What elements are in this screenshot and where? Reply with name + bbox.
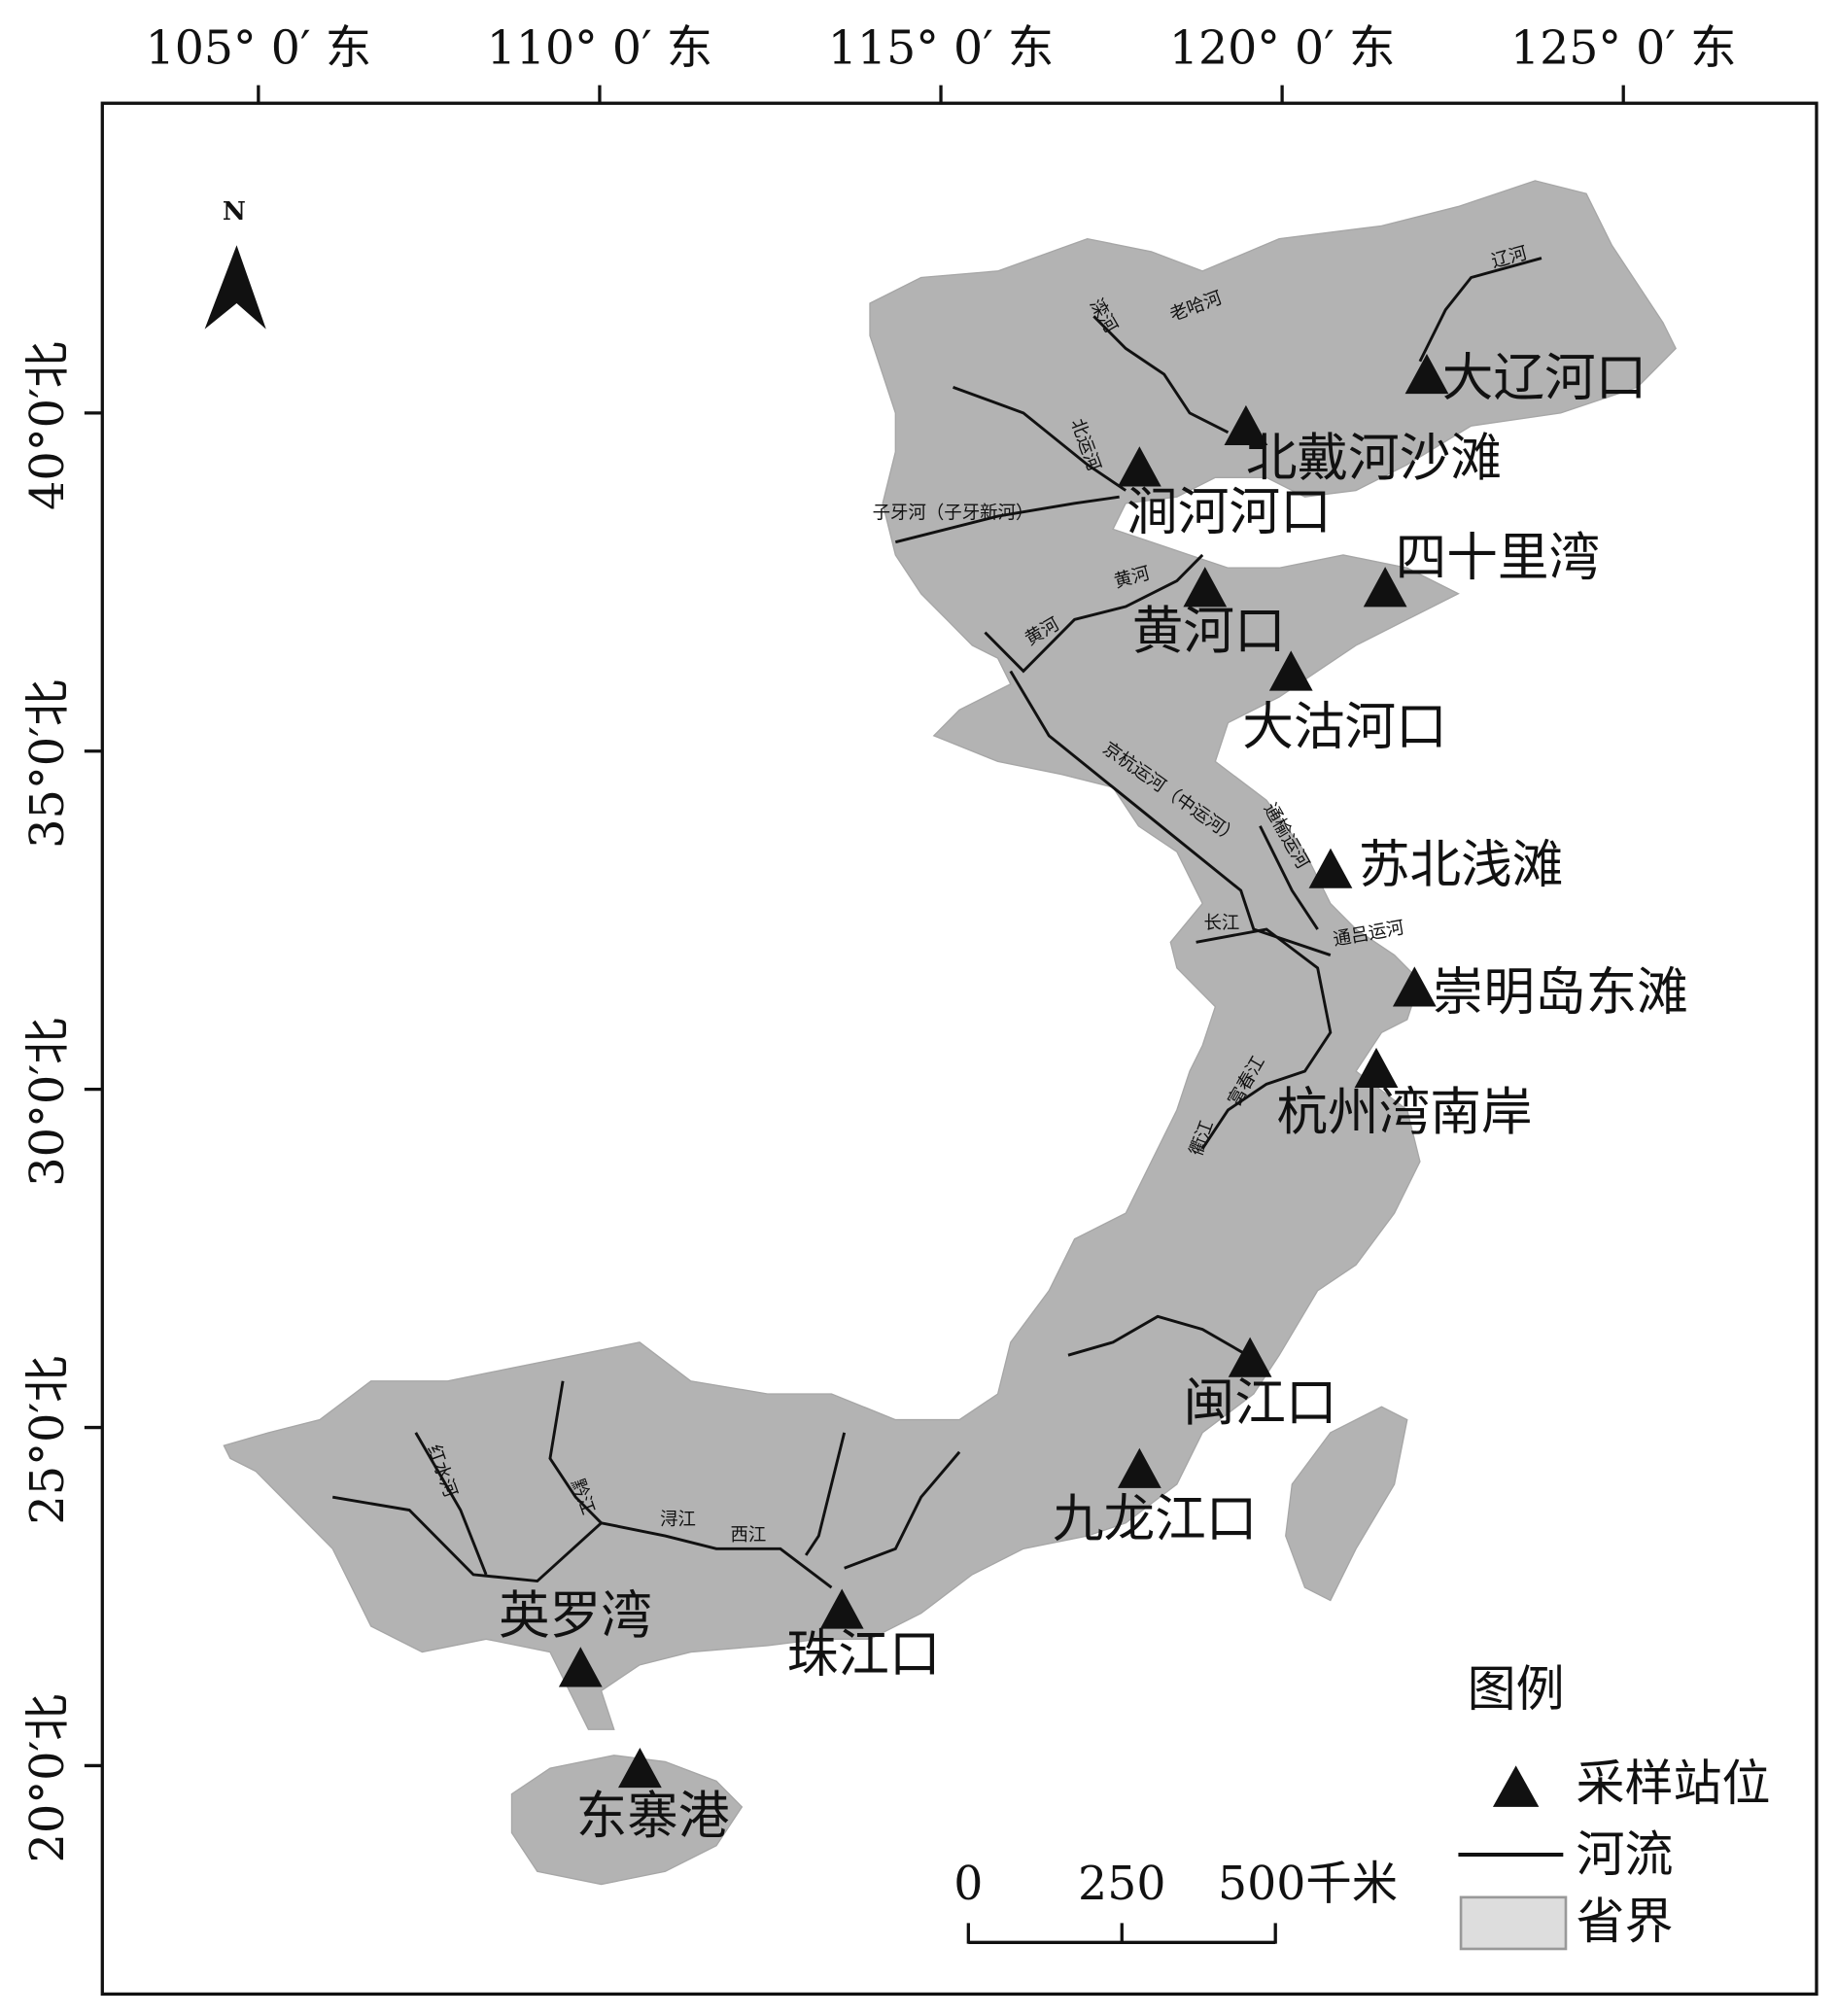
station-label: 闽江口: [1184, 1373, 1337, 1433]
river: [844, 1450, 961, 1570]
river: [1067, 1314, 1248, 1357]
station-label: 杭州湾南岸: [1276, 1083, 1532, 1142]
lon-tick-label: 115° 0′ 东: [828, 21, 1054, 75]
lat-tick-label: 30°0′北: [21, 1018, 75, 1187]
station-label: 九龙江口: [1053, 1489, 1258, 1548]
station-marker: [1354, 1047, 1399, 1088]
river: [804, 1432, 847, 1556]
river: [984, 553, 1204, 674]
station-marker: [1363, 567, 1407, 608]
scale-label: 0: [953, 1858, 983, 1911]
lat-tick-label: 25°0′北: [21, 1356, 75, 1525]
lat-tick-label: 40°0′北: [21, 341, 75, 510]
station-label: 东寨港: [576, 1787, 730, 1846]
station-marker: [1183, 567, 1228, 608]
station-label: 英罗湾: [499, 1586, 652, 1646]
station-label: 北戴河沙滩: [1246, 429, 1502, 488]
legend-label: 采样站位: [1577, 1755, 1771, 1812]
lon-tick-label: 120° 0′ 东: [1169, 21, 1395, 75]
station-label: 大辽河口: [1442, 349, 1647, 408]
lat-tick-label: 20°0′北: [21, 1694, 75, 1863]
rivers: [331, 257, 1542, 1589]
station-marker: [1268, 650, 1313, 691]
river: [1196, 927, 1333, 1150]
legend: 图例 采样站位 河流 省界: [1458, 1660, 1771, 1951]
taiwan: [1285, 1406, 1408, 1602]
river: [414, 1432, 488, 1576]
station-label: 苏北浅滩: [1359, 835, 1564, 894]
lat-tick-label: 35°0′北: [21, 679, 75, 849]
station-marker: [1404, 353, 1449, 395]
river: [894, 495, 1120, 544]
scale-label: 500千米: [1218, 1858, 1398, 1911]
legend-station-symbol: [1492, 1765, 1540, 1807]
station-marker: [819, 1588, 864, 1629]
map-frame: [100, 101, 1819, 1997]
legend-label: 省界: [1577, 1893, 1674, 1950]
lon-tick-label: 110° 0′ 东: [487, 21, 712, 75]
station-label: 四十里湾: [1396, 528, 1601, 587]
scale-label: 250: [1078, 1858, 1165, 1911]
station-marker: [1228, 1337, 1272, 1377]
legend-province-symbol: [1459, 1895, 1568, 1951]
station-label: 大沽河口: [1242, 697, 1447, 756]
hainan: [510, 1755, 744, 1886]
station-label: 涧河河口: [1126, 482, 1332, 541]
river: [1259, 825, 1319, 930]
mainland: [223, 180, 1677, 1730]
river-label: 西江: [731, 1525, 767, 1546]
station-label: 黄河口: [1132, 602, 1286, 661]
station-label: 珠江口: [787, 1624, 941, 1684]
river-label: 长江: [1204, 914, 1240, 934]
station-marker: [1224, 404, 1268, 446]
station-marker: [1308, 848, 1353, 888]
legend-title: 图例: [1468, 1660, 1565, 1718]
legend-label: 河流: [1577, 1825, 1674, 1883]
land: [223, 180, 1677, 1886]
north-arrow: [204, 245, 266, 330]
station-marker: [618, 1747, 662, 1789]
river: [1009, 670, 1332, 956]
north-label: N: [223, 196, 246, 226]
station-label: 崇明岛东滩: [1433, 962, 1688, 1022]
river-label: 浔江: [660, 1510, 696, 1530]
station-marker: [1392, 966, 1437, 1007]
river: [1418, 257, 1542, 363]
river-label: 子牙河（子牙新河）: [873, 503, 1034, 523]
lon-tick-label: 105° 0′ 东: [146, 21, 371, 75]
station-marker: [558, 1647, 603, 1687]
river: [548, 1380, 603, 1524]
river: [1092, 315, 1230, 434]
river: [953, 385, 1127, 492]
lon-tick-label: 125° 0′ 东: [1510, 21, 1736, 75]
station-marker: [1117, 1447, 1161, 1488]
station-marker: [1117, 446, 1161, 487]
